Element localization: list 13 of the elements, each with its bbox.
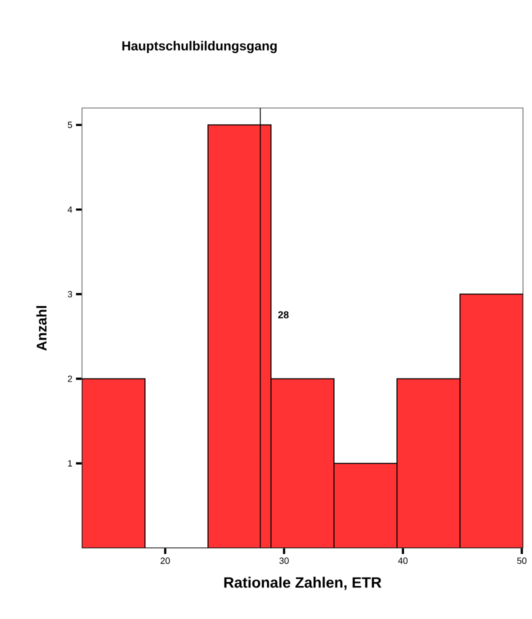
x-tick-label: 40: [398, 558, 408, 564]
y-tick-label: 4: [68, 206, 72, 213]
ref-line-label: 28: [278, 311, 289, 318]
y-tick-label: 1: [68, 460, 72, 466]
x-tick-label: 20: [160, 558, 170, 564]
y-tick-label: 5: [68, 122, 72, 128]
chart-title: Hauptschulbildungsgang: [122, 40, 277, 54]
x-tick-label: 30: [279, 558, 289, 564]
y-tick-label: 3: [68, 290, 72, 298]
x-tick-label: 50: [517, 558, 526, 564]
x-axis-title: Rationale Zahlen, ETR: [224, 576, 382, 590]
y-tick-label: 2: [68, 376, 72, 382]
y-axis-title: Anzahl: [36, 306, 47, 351]
